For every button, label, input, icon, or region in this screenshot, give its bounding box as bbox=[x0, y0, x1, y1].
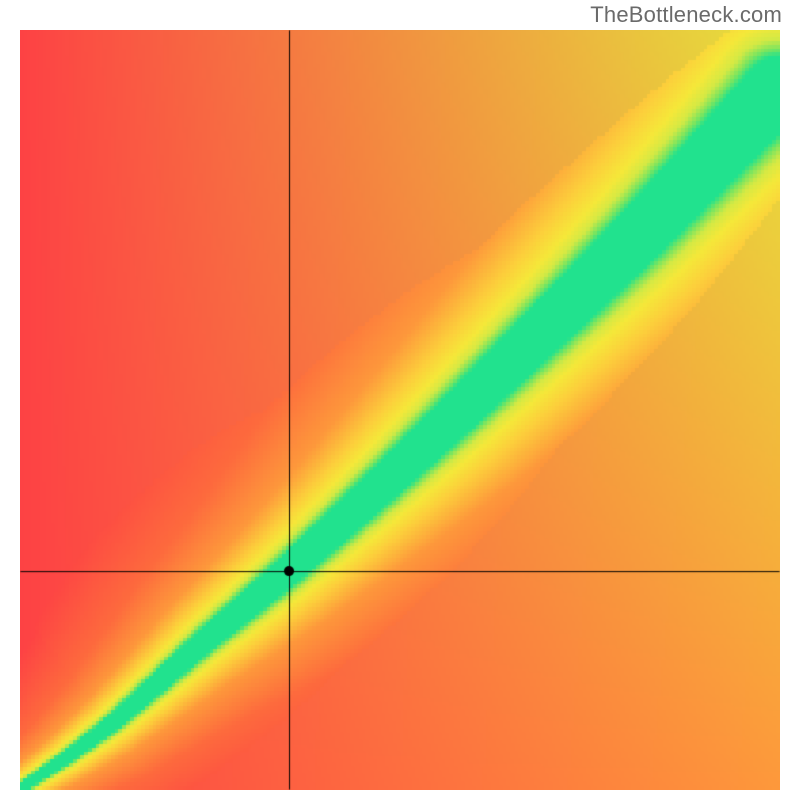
watermark-text: TheBottleneck.com bbox=[590, 2, 782, 28]
heatmap-canvas bbox=[20, 30, 780, 790]
bottleneck-heatmap bbox=[20, 30, 780, 790]
